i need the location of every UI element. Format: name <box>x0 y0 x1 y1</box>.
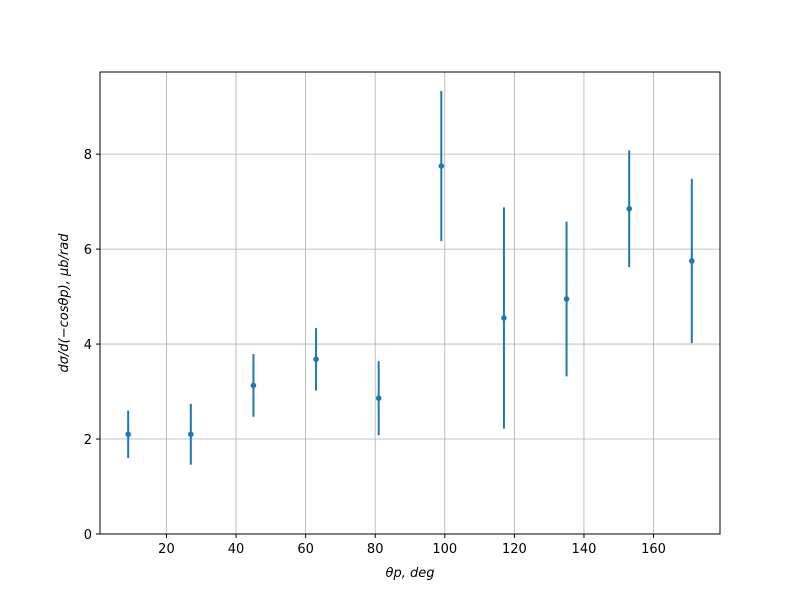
x-tick-label: 120 <box>502 542 527 557</box>
y-tick-label: 2 <box>84 433 92 448</box>
data-point <box>501 315 507 321</box>
y-tick-label: 6 <box>84 243 92 258</box>
data-point <box>626 205 632 212</box>
plot-frame <box>99 71 721 535</box>
y-tick-label: 8 <box>84 148 92 163</box>
data-point <box>689 258 695 264</box>
x-axis-label: θp, deg <box>386 566 435 581</box>
x-tick-label: 140 <box>572 542 597 557</box>
data-point <box>125 431 131 438</box>
y-axis-label: dσ/d(−cosθp), μb/rad <box>57 233 72 373</box>
y-tick-label: 4 <box>84 338 92 353</box>
data-point <box>375 395 382 402</box>
data-point <box>250 382 257 389</box>
data-point <box>438 163 445 169</box>
y-tick-label: 0 <box>84 528 92 543</box>
x-tick-label: 20 <box>158 542 175 557</box>
x-tick-label: 60 <box>297 542 314 557</box>
x-tick-label: 40 <box>228 542 245 557</box>
data-point <box>188 431 194 438</box>
x-tick-label: 160 <box>641 542 666 557</box>
data-point <box>313 356 319 363</box>
data-point <box>563 296 570 302</box>
x-tick-label: 80 <box>367 542 384 557</box>
x-tick-label: 100 <box>432 542 457 557</box>
